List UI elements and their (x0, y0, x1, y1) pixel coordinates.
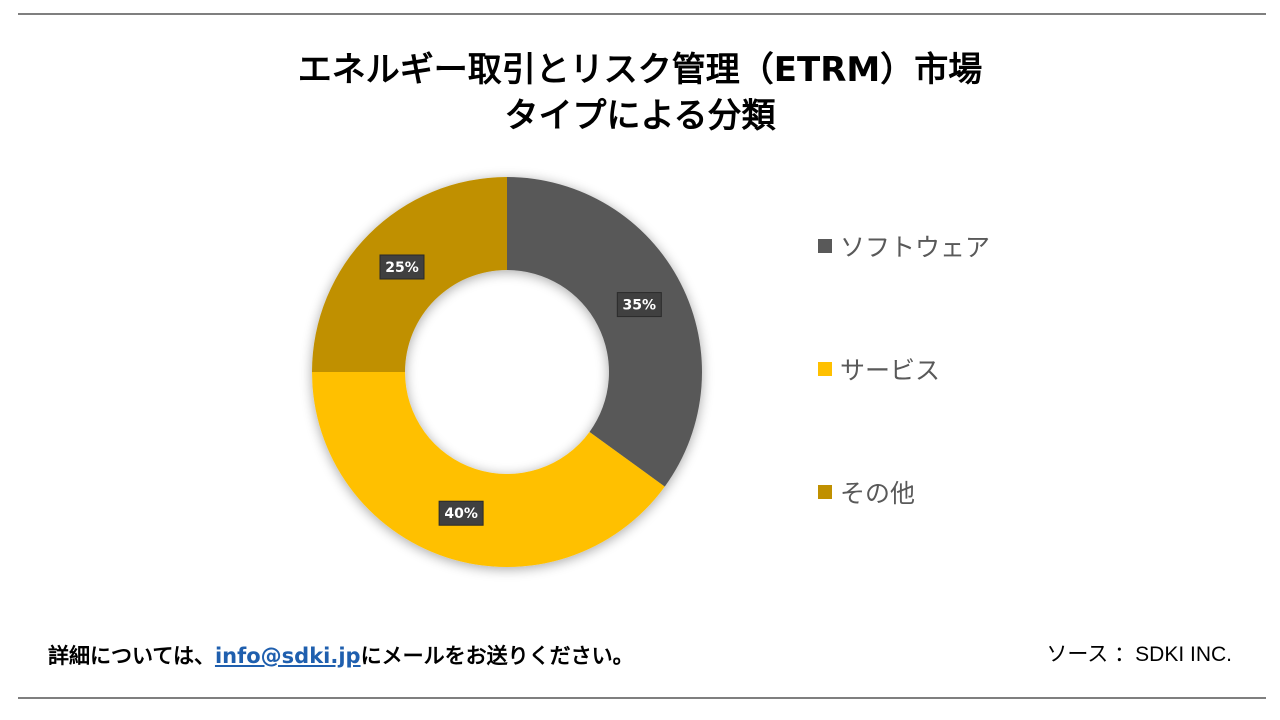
data-label-box (616, 292, 662, 318)
data-label: 40% (438, 500, 484, 526)
legend-swatch (818, 485, 832, 499)
bottom-divider (18, 697, 1266, 699)
legend-label: その他 (840, 479, 916, 508)
data-label-text: 35% (623, 298, 657, 314)
legend-label: ソフトウェア (840, 233, 991, 262)
slice-services (312, 372, 665, 567)
data-label-text: 25% (385, 260, 419, 276)
data-label-box (379, 254, 425, 280)
contact-suffix: にメールをお送りください。 (360, 644, 634, 668)
legend-item-services: サービス (818, 351, 940, 387)
contact-email-link[interactable]: info@sdki.jp (214, 644, 361, 668)
legend-item-other: その他 (818, 474, 915, 510)
donut-chart: 35% 40% 25% (312, 177, 702, 567)
data-label: 35% (616, 292, 662, 318)
legend-swatch (818, 362, 832, 376)
chart-title: エネルギー取引とリスク管理（ETRM）市場 (297, 50, 983, 90)
slice-software (507, 177, 702, 487)
data-label: 25% (379, 254, 425, 280)
chart-subtitle: タイプによる分類 (504, 96, 776, 136)
legend-swatch (818, 239, 832, 253)
data-label-text: 40% (444, 506, 478, 522)
data-label-box (438, 500, 484, 526)
source-note: ソース ：SDKI INC. (1046, 643, 1232, 666)
chart-legend: ソフトウェア サービス その他 (818, 228, 1118, 528)
contact-prefix: 詳細については、 (48, 644, 215, 668)
legend-label: サービス (840, 356, 941, 385)
contact-note: 詳細については、info@sdki.jpにメールをお送りください。 (48, 640, 634, 670)
top-divider (18, 13, 1266, 15)
legend-item-software: ソフトウェア (818, 228, 990, 264)
